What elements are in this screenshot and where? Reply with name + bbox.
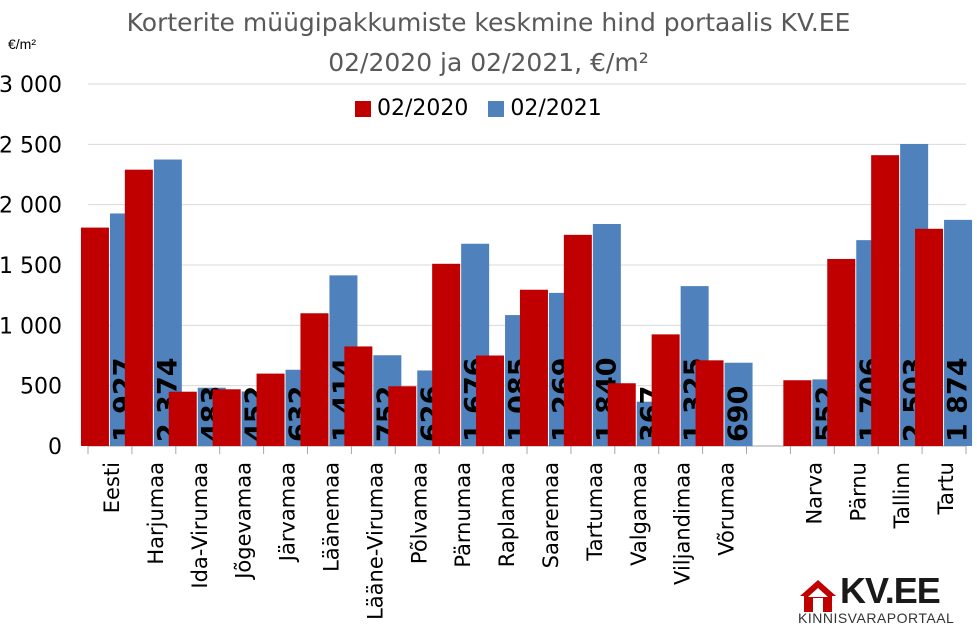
x-tick-label: Võrumaa — [715, 462, 739, 556]
y-tick-label: 3 000 — [0, 73, 62, 98]
legend-swatch-2020 — [355, 100, 371, 117]
x-tick-label: Valgamaa — [627, 462, 651, 566]
y-tick-label: 0 — [48, 435, 62, 460]
legend-label-2020: 02/2020 — [377, 96, 469, 121]
bar-2020 — [168, 391, 197, 446]
legend-label-2021: 02/2021 — [510, 96, 602, 121]
bar-2021 — [944, 219, 973, 446]
bar-2020 — [563, 234, 592, 446]
bar-2020 — [124, 169, 153, 446]
y-tick-label: 1 500 — [0, 254, 62, 279]
legend-item-2020: 02/2020 — [355, 96, 468, 121]
bar-2020 — [607, 383, 636, 446]
bar-2020 — [212, 389, 241, 446]
y-axis-unit-label: €/m² — [8, 36, 36, 52]
x-tick-label: Saaremaa — [539, 462, 563, 568]
legend-item-2021: 02/2021 — [488, 96, 602, 121]
x-tick-label: Raplamaa — [495, 462, 519, 567]
bar-2020 — [80, 227, 109, 446]
x-tick-label: Lääne-Virumaa — [363, 462, 387, 620]
x-tick-label: Tartu — [934, 462, 958, 515]
bar-2020 — [300, 313, 329, 446]
legend-swatch-2021 — [488, 100, 505, 117]
logo-text: KV.EE — [840, 570, 941, 611]
x-tick-label: Ida-Virumaa — [188, 462, 212, 589]
x-tick-label: Pärnu — [846, 462, 870, 521]
logo-subtitle: KINNISVARAPORTAAL — [798, 610, 955, 626]
chart-title-line2: 02/2020 ja 02/2021, €/m² — [328, 48, 649, 77]
bar-2020 — [695, 360, 724, 446]
x-tick-label: Eesti — [100, 462, 124, 513]
x-tick-label: Jõgevamaa — [232, 462, 256, 581]
bar-2020 — [871, 155, 900, 446]
x-tick-label: Narva — [802, 462, 826, 525]
x-tick-label: Harjumaa — [144, 462, 168, 565]
x-tick-label: Järvamaa — [276, 462, 300, 563]
bar-2020 — [476, 355, 505, 446]
bar-2020 — [344, 346, 373, 446]
bar-2020 — [651, 334, 680, 446]
house-icon — [800, 580, 836, 612]
x-tick-label: Tartumaa — [583, 462, 607, 562]
bar-2020 — [783, 380, 812, 446]
x-tick-label: Pärnumaa — [451, 462, 475, 568]
bar-2020 — [388, 386, 417, 446]
y-tick-label: 2 500 — [0, 133, 62, 158]
x-tick-label: Läänemaa — [319, 462, 343, 572]
y-tick-label: 1 000 — [0, 314, 62, 339]
bar-2021 — [724, 362, 753, 446]
bar-2020 — [432, 263, 461, 446]
bar-2020 — [915, 228, 944, 446]
x-tick-label: Põlvamaa — [407, 462, 431, 564]
chart-title-line1: Korterite müügipakkumiste keskmine hind … — [126, 8, 851, 37]
bar-2020 — [827, 258, 856, 446]
x-tick-label: Viljandimaa — [671, 462, 695, 585]
chart-legend: 02/2020 02/2021 — [355, 96, 602, 121]
kv-ee-logo: KV.EE KINNISVARAPORTAAL — [798, 570, 963, 626]
data-label: 690 — [723, 386, 754, 442]
y-tick-label: 500 — [20, 375, 62, 400]
x-tick-label: Tallinn — [890, 462, 914, 529]
bar-2020 — [256, 373, 285, 446]
bar-2020 — [519, 289, 548, 446]
data-label: 1 874 — [943, 357, 974, 442]
y-tick-label: 2 000 — [0, 194, 62, 219]
